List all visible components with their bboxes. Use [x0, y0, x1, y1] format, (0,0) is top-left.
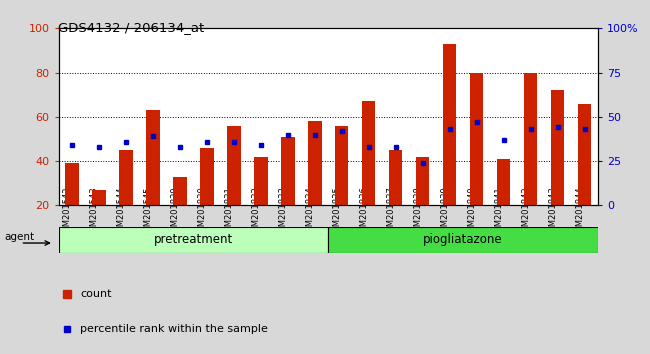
Bar	[578, 104, 592, 205]
Bar	[443, 44, 456, 205]
Bar	[551, 90, 564, 205]
Bar	[470, 73, 484, 205]
Bar	[335, 126, 348, 205]
Bar	[389, 150, 402, 205]
Bar	[200, 148, 214, 205]
Bar	[173, 177, 187, 205]
Bar	[497, 159, 510, 205]
Text: count: count	[80, 289, 112, 299]
Bar	[119, 150, 133, 205]
Bar	[254, 156, 268, 205]
Text: percentile rank within the sample: percentile rank within the sample	[80, 324, 268, 334]
Bar	[328, 227, 598, 253]
Bar	[281, 137, 294, 205]
Bar	[416, 156, 430, 205]
Bar	[92, 190, 106, 205]
Text: piogliatazone: piogliatazone	[423, 233, 503, 246]
Bar	[146, 110, 160, 205]
Text: pretreatment: pretreatment	[154, 233, 233, 246]
Bar	[362, 101, 376, 205]
Bar	[308, 121, 322, 205]
Text: GDS4132 / 206134_at: GDS4132 / 206134_at	[58, 21, 205, 34]
Bar	[524, 73, 538, 205]
Bar	[65, 163, 79, 205]
Text: agent: agent	[5, 232, 35, 242]
Bar	[227, 126, 240, 205]
Bar	[58, 227, 328, 253]
